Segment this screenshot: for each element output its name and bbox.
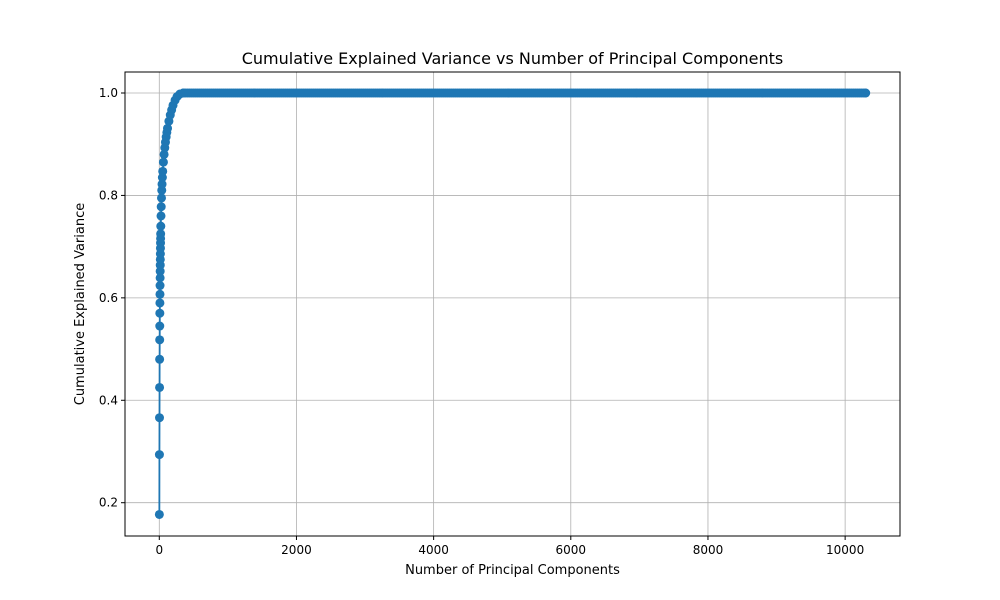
data-point (155, 289, 165, 299)
y-axis-label: Cumulative Explained Variance (73, 203, 88, 405)
x-tick-label: 0 (155, 543, 163, 557)
data-point (158, 157, 168, 167)
data-point (159, 149, 169, 159)
y-axis-ticks: 0.2 0.4 0.6 0.8 1.0 (99, 86, 125, 510)
y-tick-label: 1.0 (99, 86, 118, 100)
data-point (155, 298, 165, 308)
y-tick-label: 0.8 (99, 188, 118, 202)
series-line (158, 92, 866, 515)
x-axis-ticks: 0 2000 4000 6000 8000 10000 (155, 536, 864, 557)
x-axis-label: Number of Principal Components (405, 563, 620, 578)
data-point (158, 166, 168, 176)
x-tick-label: 8000 (693, 543, 724, 557)
data-point (155, 321, 165, 331)
data-point (155, 273, 165, 283)
y-tick-label: 0.4 (99, 393, 118, 407)
data-point (163, 123, 173, 133)
data-point (155, 335, 165, 345)
plot-area-frame (124, 71, 901, 537)
plateau-marker (860, 88, 870, 98)
data-point (154, 450, 164, 460)
data-point (156, 229, 166, 239)
data-point (155, 382, 165, 392)
data-point (154, 509, 164, 519)
data-point (155, 308, 165, 318)
data-point (155, 354, 165, 364)
data-point (157, 179, 167, 189)
x-tick-label: 2000 (281, 543, 312, 557)
series-layer (154, 88, 871, 519)
y-tick-label: 0.2 (99, 496, 118, 510)
data-point (156, 202, 166, 212)
chart-title: Cumulative Explained Variance vs Number … (242, 49, 784, 68)
x-tick-label: 10000 (826, 543, 864, 557)
data-point (155, 413, 164, 423)
data-point (156, 211, 166, 221)
data-point (156, 193, 166, 203)
grid-lines (125, 72, 900, 536)
x-tick-label: 6000 (556, 543, 587, 557)
y-tick-label: 0.6 (99, 291, 118, 305)
x-tick-label: 4000 (418, 543, 449, 557)
data-point (156, 221, 166, 231)
data-point (155, 281, 165, 291)
